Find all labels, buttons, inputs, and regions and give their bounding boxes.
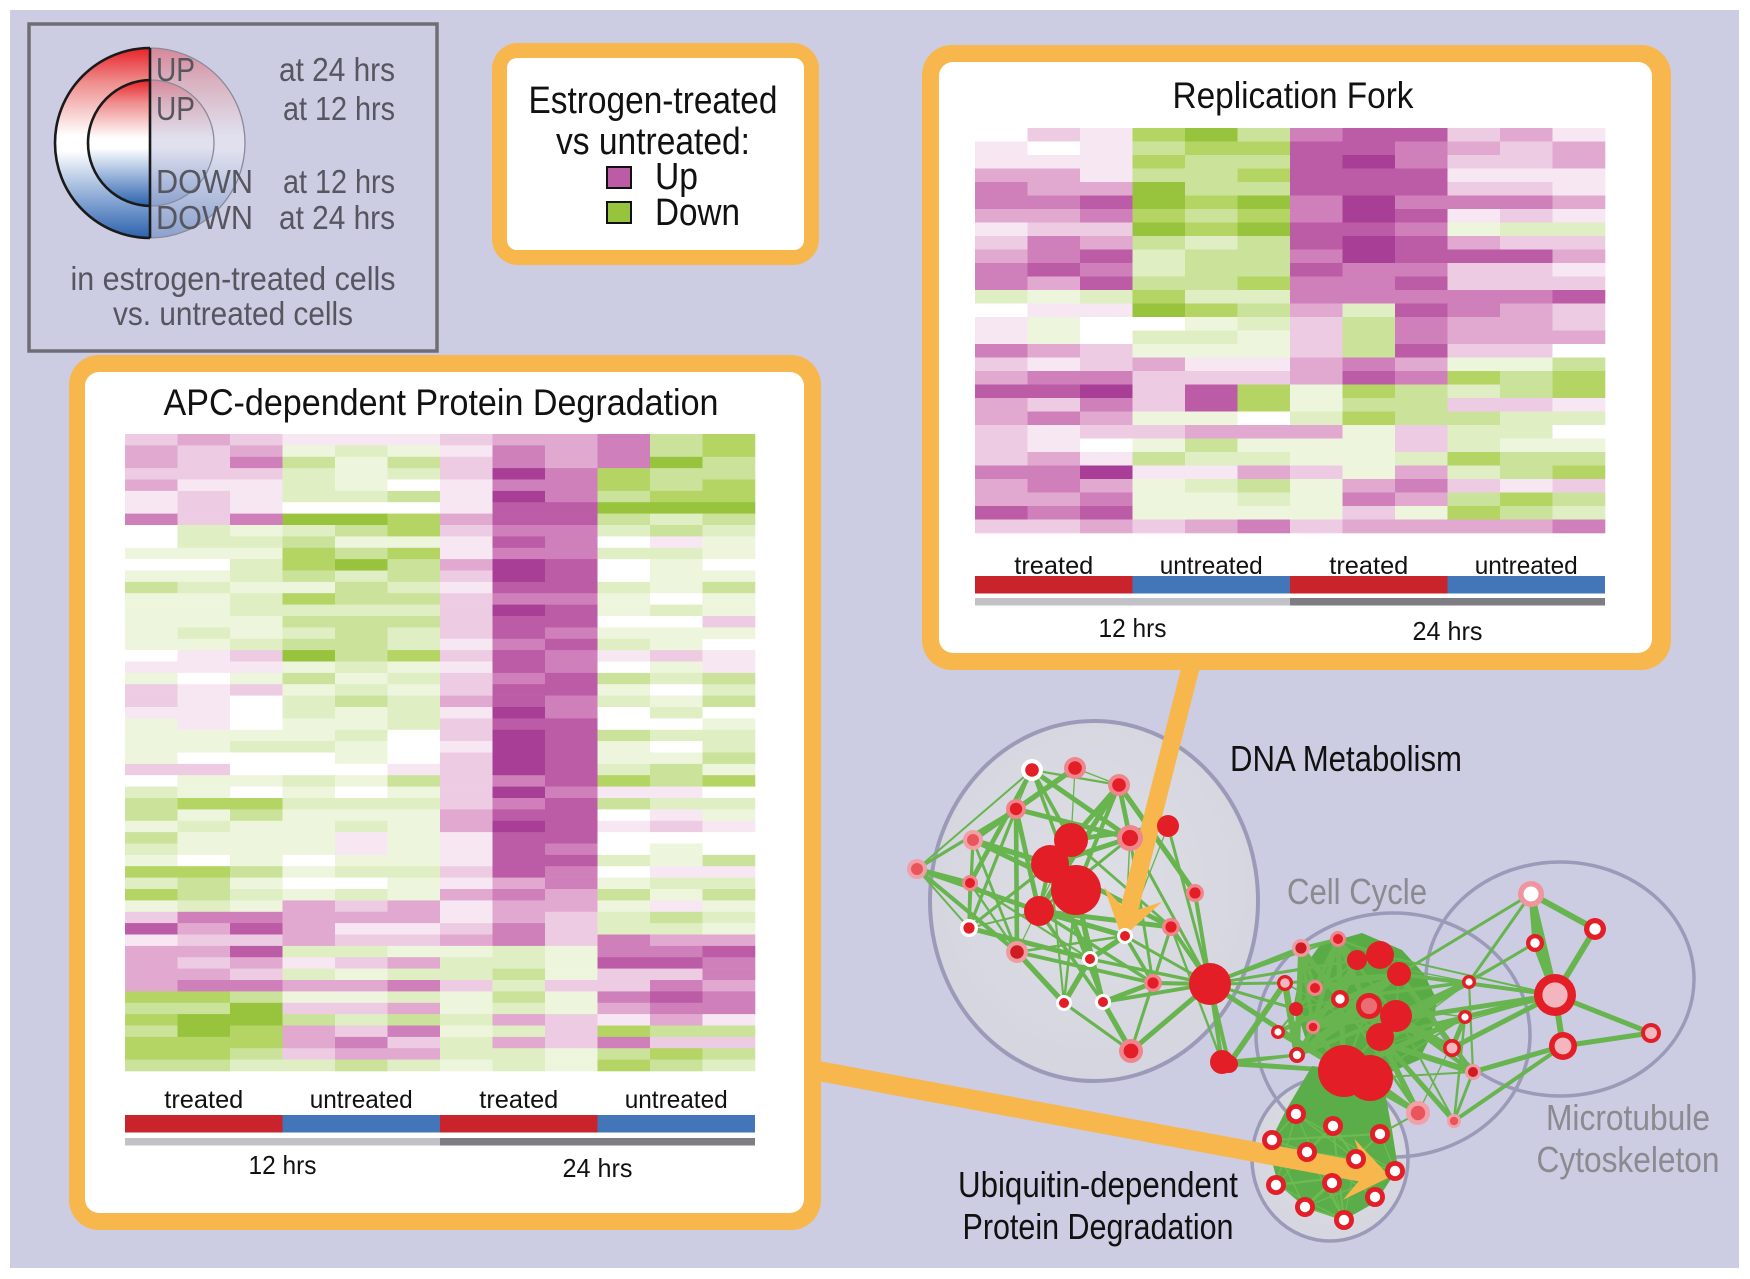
svg-text:12 hrs: 12 hrs xyxy=(1099,613,1167,643)
svg-text:treated: treated xyxy=(1329,552,1408,580)
svg-text:24 hrs: 24 hrs xyxy=(1413,616,1483,646)
svg-text:treated: treated xyxy=(164,1086,243,1114)
svg-text:untreated: untreated xyxy=(1160,552,1263,580)
svg-text:DOWN: DOWN xyxy=(156,200,253,237)
svg-text:vs untreated:: vs untreated: xyxy=(556,121,750,163)
svg-text:Up: Up xyxy=(655,156,698,198)
svg-text:DNA Metabolism: DNA Metabolism xyxy=(1230,738,1462,779)
svg-text:Estrogen-treated: Estrogen-treated xyxy=(529,80,778,122)
svg-text:12 hrs: 12 hrs xyxy=(249,1150,317,1180)
svg-text:at 24 hrs: at 24 hrs xyxy=(279,200,395,237)
svg-text:at 12 hrs: at 12 hrs xyxy=(283,91,395,128)
svg-text:Ubiquitin-dependent: Ubiquitin-dependent xyxy=(958,1164,1238,1205)
svg-text:Cell Cycle: Cell Cycle xyxy=(1287,871,1427,912)
svg-text:untreated: untreated xyxy=(310,1086,413,1114)
svg-text:untreated: untreated xyxy=(1475,552,1578,580)
svg-text:treated: treated xyxy=(479,1086,558,1114)
svg-text:APC-dependent Protein Degradat: APC-dependent Protein Degradation xyxy=(164,381,719,423)
svg-text:at 24 hrs: at 24 hrs xyxy=(279,52,395,89)
svg-text:DOWN: DOWN xyxy=(156,164,253,201)
svg-text:Microtubule: Microtubule xyxy=(1546,1097,1710,1138)
svg-text:Cytoskeleton: Cytoskeleton xyxy=(1537,1139,1720,1180)
svg-text:treated: treated xyxy=(1014,552,1093,580)
svg-text:untreated: untreated xyxy=(625,1086,728,1114)
svg-text:vs. untreated cells: vs. untreated cells xyxy=(113,296,353,333)
svg-text:Protein Degradation: Protein Degradation xyxy=(963,1206,1234,1247)
svg-text:at 12 hrs: at 12 hrs xyxy=(283,164,395,201)
svg-text:Down: Down xyxy=(655,192,740,234)
svg-text:in estrogen-treated cells: in estrogen-treated cells xyxy=(71,261,396,298)
svg-text:Replication Fork: Replication Fork xyxy=(1173,74,1414,116)
svg-text:UP: UP xyxy=(156,52,195,89)
svg-text:UP: UP xyxy=(156,91,195,128)
svg-text:24 hrs: 24 hrs xyxy=(563,1153,633,1183)
